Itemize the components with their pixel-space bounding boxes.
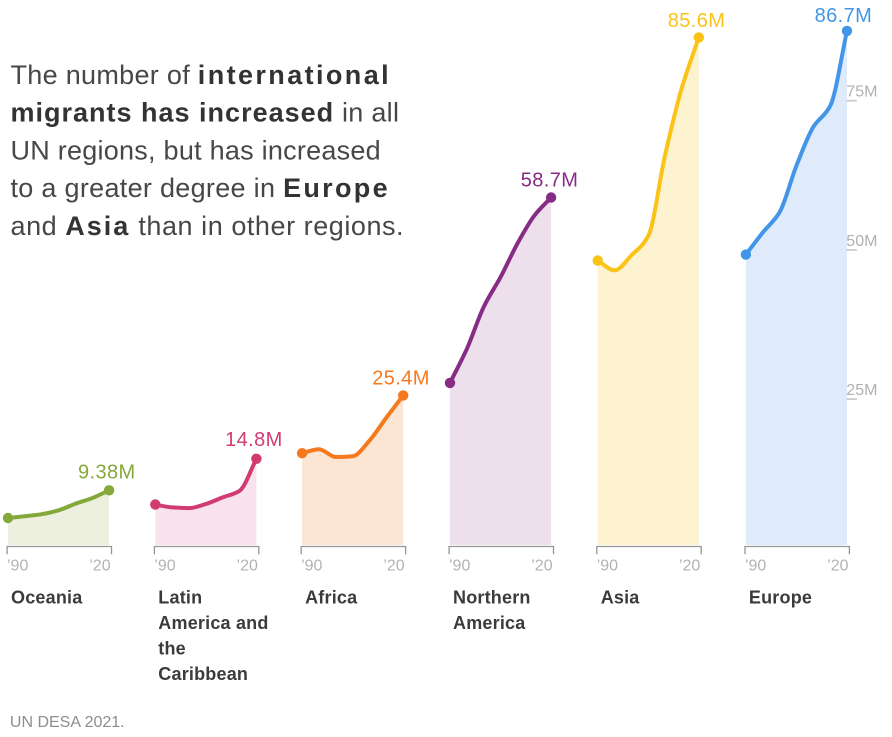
- svg-text:’20: ’20: [679, 557, 700, 574]
- svg-text:UN DESA 2021.: UN DESA 2021.: [10, 714, 125, 731]
- svg-text:America: America: [453, 613, 526, 633]
- svg-text:9.38M: 9.38M: [78, 462, 136, 484]
- svg-text:’90: ’90: [745, 557, 766, 574]
- svg-text:’20: ’20: [827, 557, 848, 574]
- svg-text:Oceania: Oceania: [11, 588, 83, 608]
- svg-text:85.6M: 85.6M: [668, 10, 726, 32]
- svg-text:America and: America and: [158, 613, 268, 633]
- svg-text:Caribbean: Caribbean: [158, 664, 248, 684]
- svg-text:75M: 75M: [846, 84, 877, 101]
- svg-text:Northern: Northern: [453, 588, 531, 608]
- svg-text:The number of international: The number of international: [11, 60, 392, 90]
- svg-text:’20: ’20: [89, 557, 110, 574]
- svg-text:’90: ’90: [7, 557, 28, 574]
- svg-text:migrants has increased in all: migrants has increased in all: [11, 98, 400, 128]
- svg-text:’90: ’90: [301, 557, 322, 574]
- svg-text:’90: ’90: [154, 557, 175, 574]
- svg-text:25M: 25M: [846, 382, 877, 399]
- svg-text:UN regions, but has increased: UN regions, but has increased: [11, 135, 381, 165]
- svg-text:’20: ’20: [531, 557, 552, 574]
- svg-text:and Asia than in other regions: and Asia than in other regions.: [11, 211, 405, 241]
- svg-text:Asia: Asia: [601, 588, 641, 608]
- svg-text:58.7M: 58.7M: [521, 170, 579, 192]
- svg-text:’90: ’90: [449, 557, 470, 574]
- svg-text:Latin: Latin: [158, 588, 202, 608]
- svg-text:50M: 50M: [846, 233, 877, 250]
- svg-text:’20: ’20: [383, 557, 404, 574]
- svg-text:to a greater degree in Europe: to a greater degree in Europe: [11, 173, 390, 203]
- svg-text:86.7M: 86.7M: [815, 5, 873, 27]
- svg-text:Europe: Europe: [749, 588, 812, 608]
- svg-text:14.8M: 14.8M: [225, 429, 283, 451]
- svg-text:’20: ’20: [237, 557, 258, 574]
- svg-text:’90: ’90: [597, 557, 618, 574]
- svg-text:the: the: [158, 639, 186, 659]
- svg-text:Africa: Africa: [305, 588, 358, 608]
- svg-text:25.4M: 25.4M: [372, 367, 430, 389]
